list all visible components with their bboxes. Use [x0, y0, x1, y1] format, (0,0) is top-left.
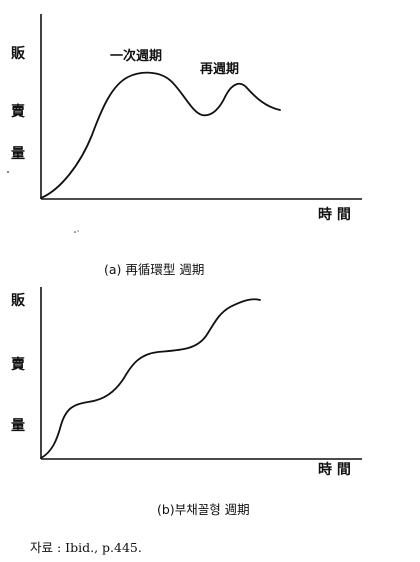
chart-a-annotation-recycle: 再週期 [200, 62, 239, 77]
chart-b: 販 賣 量 時 間 (b)부채꼴형 週期 [10, 287, 362, 517]
chart-a-caption: (a) 再循環型 週期 [104, 262, 204, 277]
scan-speck [77, 230, 79, 232]
source-note: 자료 : Ibid., p.445. [30, 540, 142, 555]
chart-a-sales-curve [40, 71, 281, 199]
chart-a: 販 賣 量 時 間 一次週期 再週期 (a) 再循環型 週期 [10, 14, 362, 277]
chart-a-ylabel-char-2: 賣 [10, 103, 26, 120]
chart-b-xlabel: 時 間 [318, 461, 351, 478]
chart-a-annotation-first-cycle: 一次週期 [110, 48, 162, 64]
chart-b-ylabel-char-1: 販 [11, 292, 26, 309]
chart-b-ylabel-char-3: 量 [11, 418, 25, 434]
chart-b-sales-curve [40, 298, 261, 459]
scan-speck [74, 231, 76, 233]
chart-a-ylabel-char-1: 販 [11, 45, 26, 62]
chart-a-ylabel-char-3: 量 [11, 146, 25, 162]
scan-speck [7, 171, 9, 173]
chart-a-xlabel: 時 間 [318, 206, 351, 223]
chart-b-ylabel-char-2: 賣 [10, 356, 26, 373]
chart-b-caption: (b)부채꼴형 週期 [157, 502, 250, 517]
